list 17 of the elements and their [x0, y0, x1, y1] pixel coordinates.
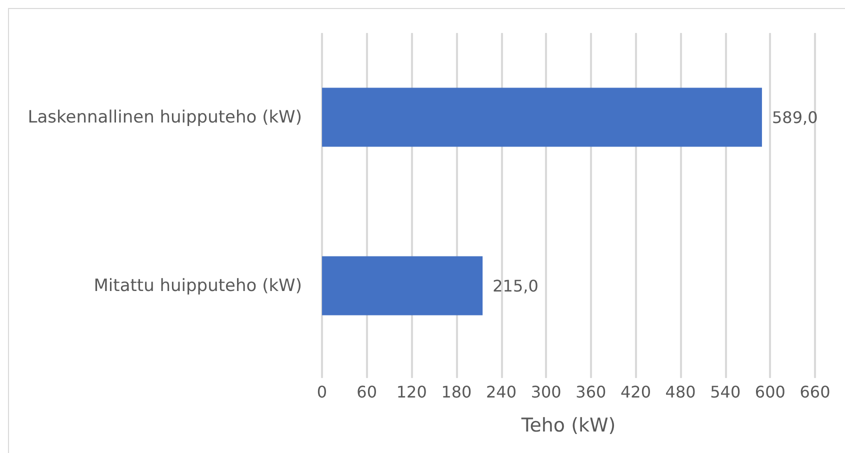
- x-tick-label: 300: [530, 382, 562, 402]
- x-tick-label: 420: [620, 382, 651, 402]
- data-label: 589,0: [772, 108, 818, 127]
- x-tick-label: 360: [576, 382, 606, 402]
- x-tick-label: 660: [800, 382, 830, 402]
- x-axis-title: Teho (kW): [520, 414, 616, 436]
- x-tick-label: 240: [486, 382, 517, 402]
- x-tick-label: 180: [441, 382, 472, 402]
- x-tick-label: 480: [665, 382, 696, 402]
- x-tick-label: 600: [754, 382, 786, 402]
- y-tick-label: Mitattu huipputeho (kW): [94, 276, 302, 296]
- x-tick-label: 0: [316, 382, 328, 402]
- data-label: 215,0: [492, 276, 538, 296]
- x-tick-label: 120: [396, 382, 427, 402]
- y-tick-label: Laskennallinen huipputeho (kW): [28, 107, 302, 128]
- x-tick-label: 540: [710, 382, 741, 402]
- x-tick-label: 60: [356, 382, 377, 402]
